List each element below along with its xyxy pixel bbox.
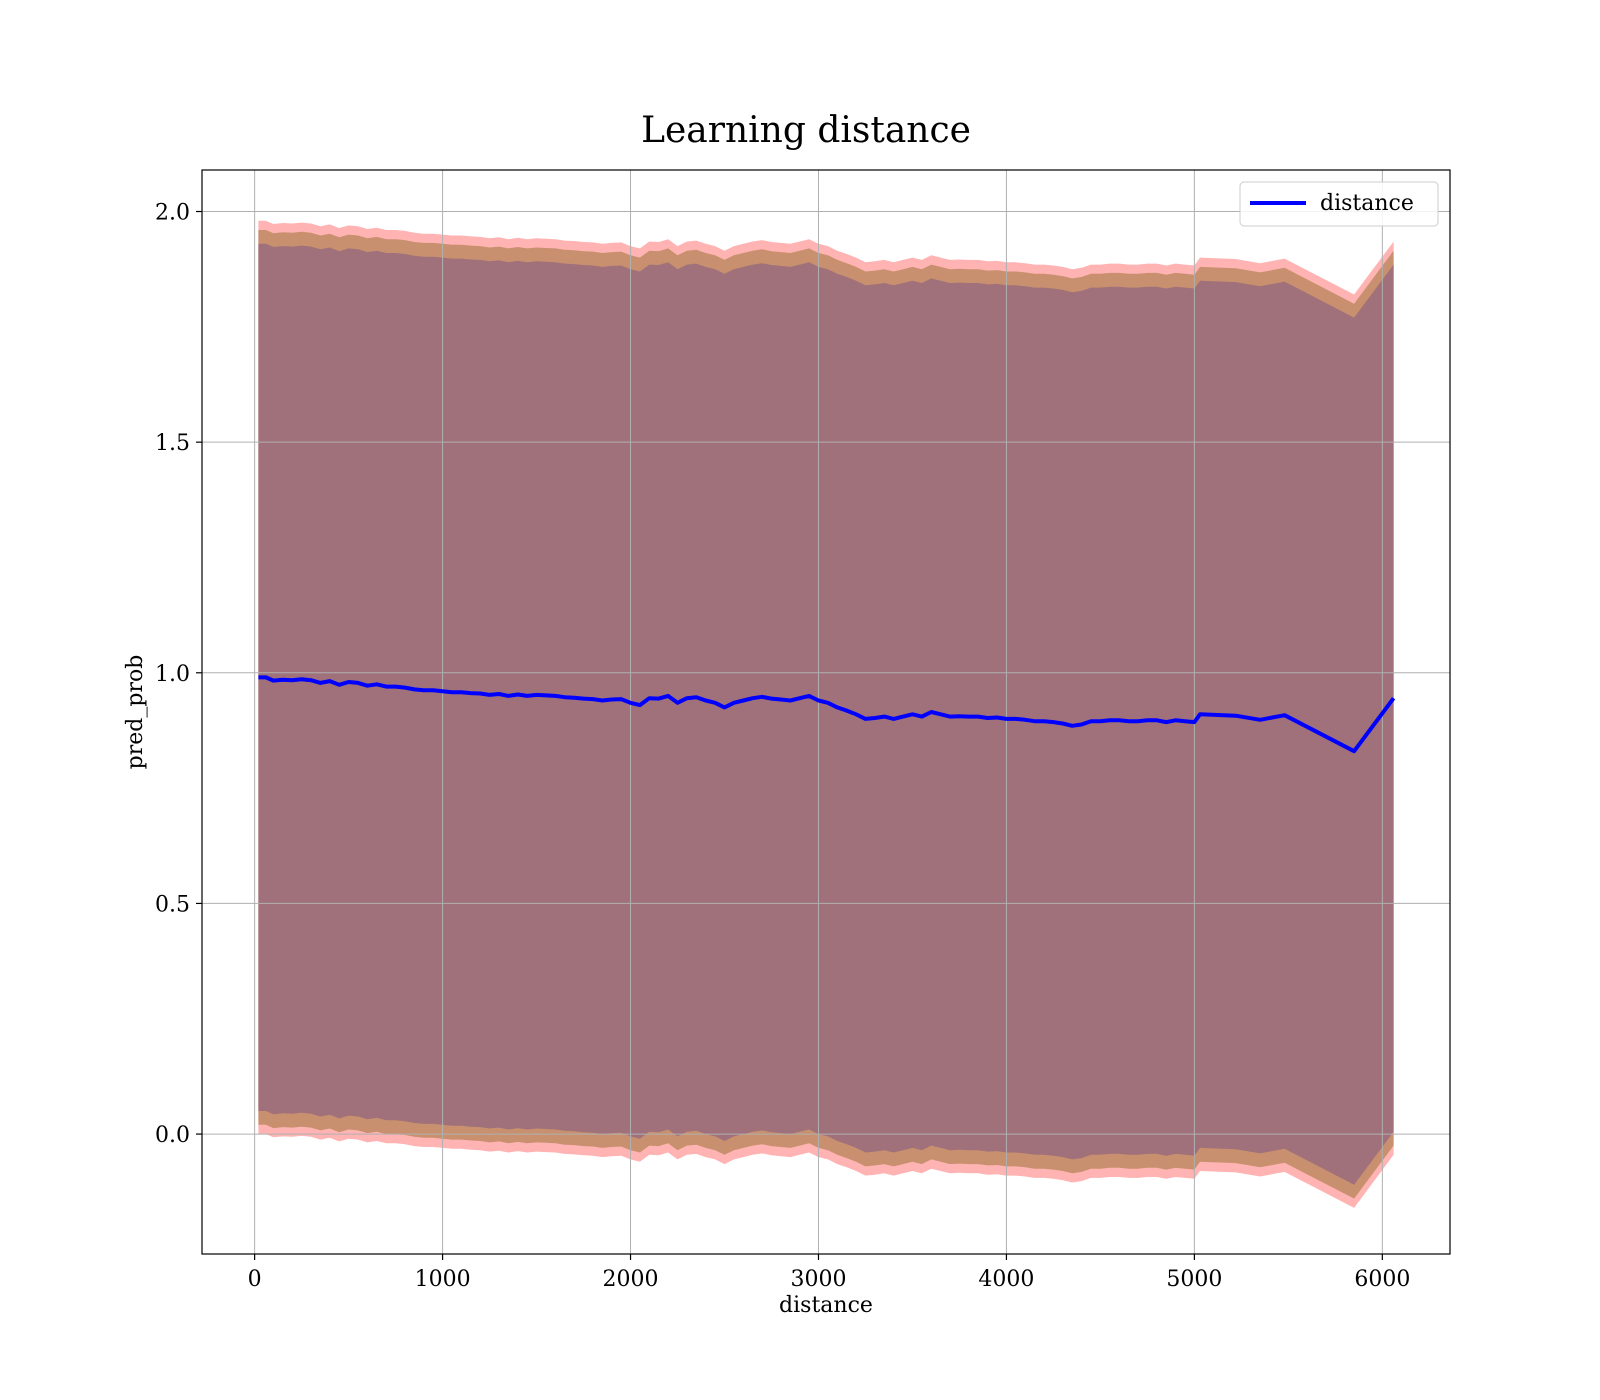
y-tick-label: 2.0 bbox=[155, 201, 190, 226]
x-tick-label: 0 bbox=[248, 1267, 262, 1292]
x-axis-ticks: 0 1000 2000 3000 4000 5000 6000 bbox=[248, 1254, 1410, 1292]
x-tick-label: 4000 bbox=[978, 1267, 1034, 1292]
x-tick-label: 3000 bbox=[790, 1267, 846, 1292]
y-tick-label: 1.0 bbox=[155, 662, 190, 687]
legend: distance bbox=[1239, 181, 1439, 227]
x-tick-label: 6000 bbox=[1354, 1267, 1410, 1292]
x-tick-label: 5000 bbox=[1166, 1267, 1222, 1292]
y-axis-title: pred_prob bbox=[123, 655, 148, 770]
x-axis-title: distance bbox=[779, 1293, 873, 1318]
plot-area-frame bbox=[201, 169, 1451, 1255]
y-tick-label: 0.0 bbox=[155, 1123, 190, 1148]
y-axis-ticks: 0.0 0.5 1.0 1.5 2.0 bbox=[155, 201, 202, 1148]
legend-box bbox=[1239, 181, 1439, 227]
y-tick-label: 1.5 bbox=[155, 431, 190, 456]
grid bbox=[202, 170, 1450, 1254]
chart-title: Learning distance bbox=[641, 110, 971, 151]
series-line-distance bbox=[258, 675, 1396, 754]
x-tick-label: 1000 bbox=[415, 1267, 471, 1292]
band-inner bbox=[258, 243, 1394, 1185]
confidence-bands bbox=[258, 220, 1394, 1208]
y-tick-label: 0.5 bbox=[155, 892, 190, 917]
series-line-layer bbox=[258, 675, 1396, 754]
x-tick-label: 2000 bbox=[603, 1267, 659, 1292]
legend-label-distance: distance bbox=[1320, 191, 1414, 216]
